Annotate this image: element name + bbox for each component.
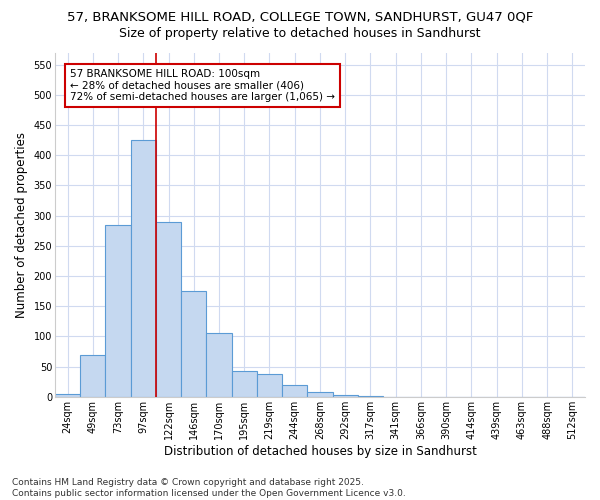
Bar [307,392,332,397]
Text: 57 BRANKSOME HILL ROAD: 100sqm
← 28% of detached houses are smaller (406)
72% of: 57 BRANKSOME HILL ROAD: 100sqm ← 28% of … [70,69,335,102]
Bar [257,374,282,397]
Bar [282,384,307,397]
Bar [232,371,257,397]
Bar [206,334,232,397]
Bar [156,222,181,397]
Bar [80,354,106,397]
Text: Size of property relative to detached houses in Sandhurst: Size of property relative to detached ho… [119,28,481,40]
Text: Contains HM Land Registry data © Crown copyright and database right 2025.
Contai: Contains HM Land Registry data © Crown c… [12,478,406,498]
Text: 57, BRANKSOME HILL ROAD, COLLEGE TOWN, SANDHURST, GU47 0QF: 57, BRANKSOME HILL ROAD, COLLEGE TOWN, S… [67,10,533,23]
Bar [181,291,206,397]
Bar [55,394,80,397]
Bar [358,396,383,397]
X-axis label: Distribution of detached houses by size in Sandhurst: Distribution of detached houses by size … [164,444,476,458]
Bar [332,395,358,397]
Bar [131,140,156,397]
Bar [106,224,131,397]
Y-axis label: Number of detached properties: Number of detached properties [15,132,28,318]
